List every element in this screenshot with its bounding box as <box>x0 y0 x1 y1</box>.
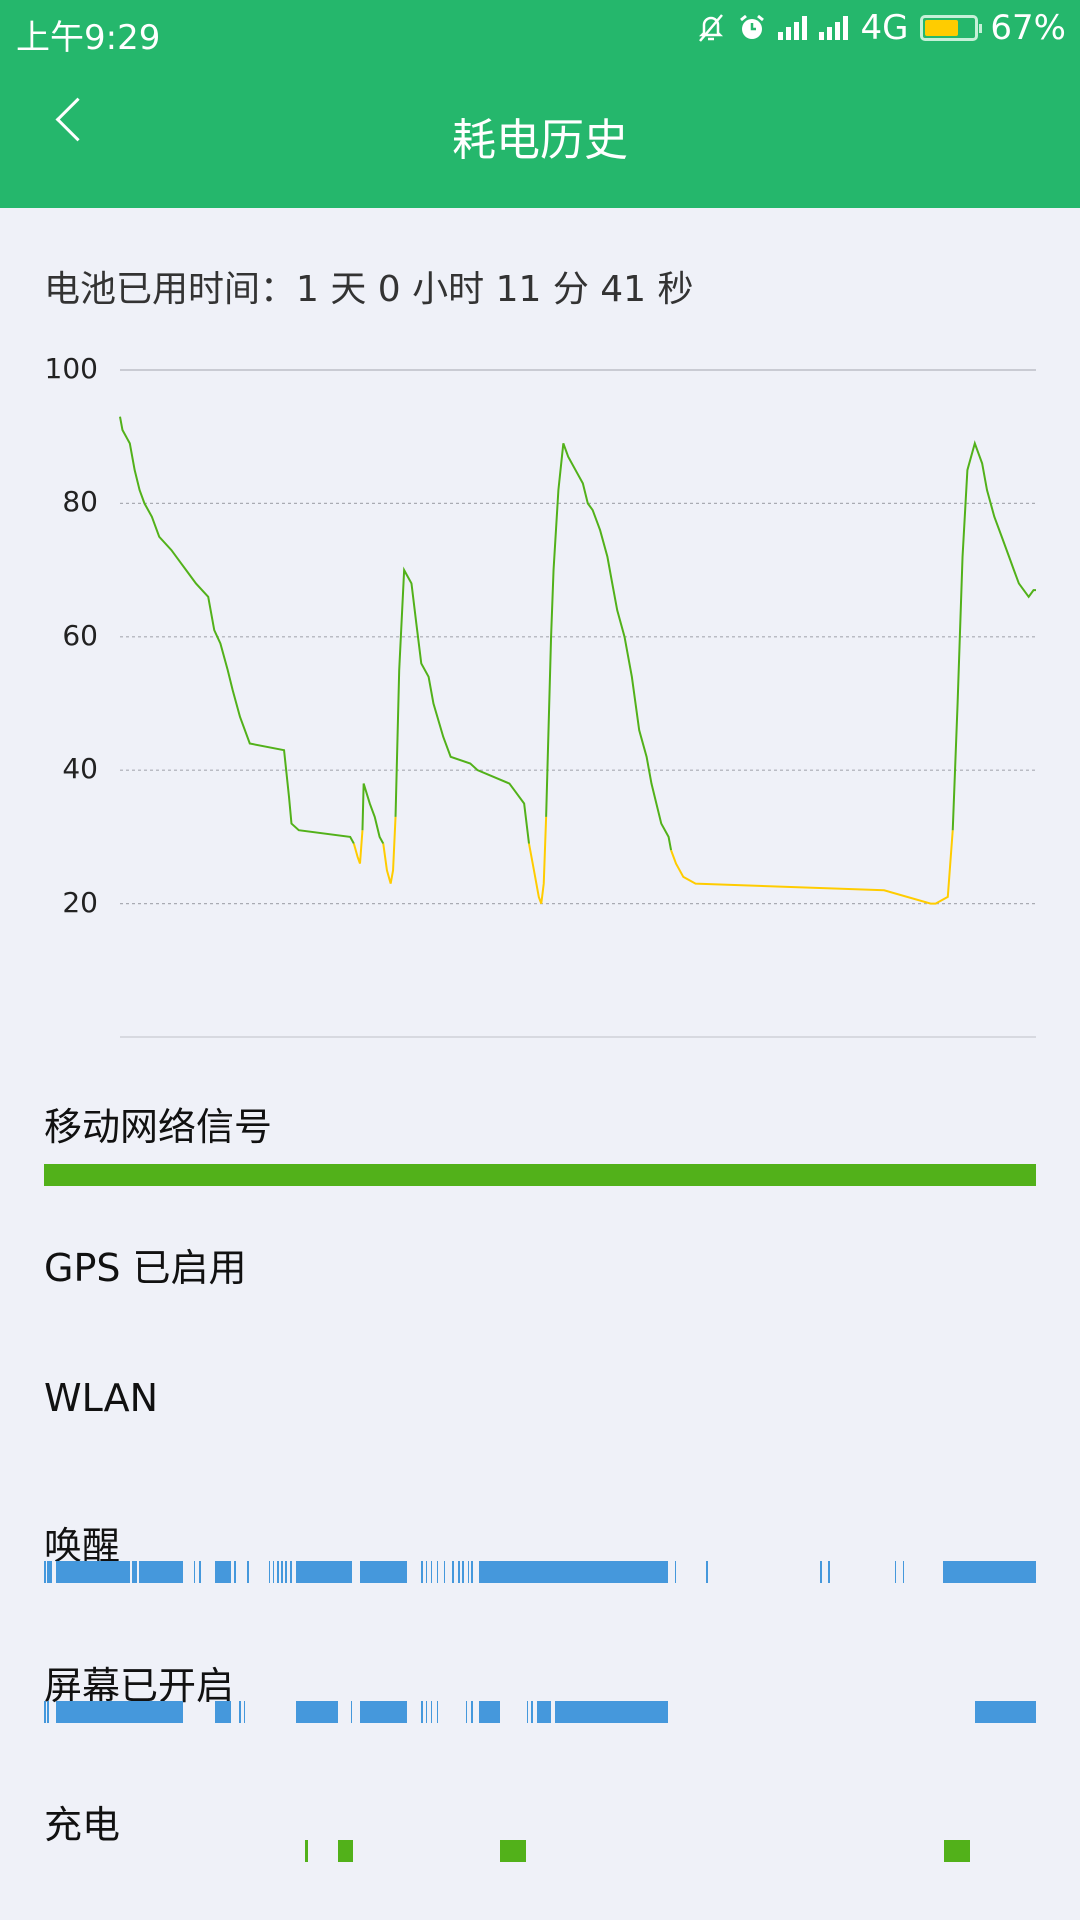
timeline-interval <box>500 1840 526 1862</box>
timeline-interval <box>281 1561 283 1583</box>
alarm-icon <box>740 14 765 39</box>
bell-off-icon <box>699 14 724 42</box>
timeline-interval <box>425 1701 428 1723</box>
timeline-label: WLAN <box>44 1376 159 1420</box>
timeline-interval <box>44 1701 46 1723</box>
battery-line-segment <box>119 416 355 845</box>
signal-icon <box>819 16 849 40</box>
status-time: 上午9:29 <box>16 18 161 58</box>
timeline-interval <box>247 1561 250 1583</box>
timeline-interval <box>944 1840 970 1862</box>
timeline-interval <box>193 1561 196 1583</box>
timeline-interval <box>295 1701 339 1723</box>
timeline-interval <box>430 1701 433 1723</box>
timeline-interval <box>674 1561 677 1583</box>
timeline-interval <box>199 1561 201 1583</box>
timeline-track <box>44 1561 1036 1583</box>
timeline-interval <box>44 1164 1036 1186</box>
timeline-interval <box>531 1701 533 1723</box>
battery-line-segment <box>951 440 1036 831</box>
timeline-track <box>44 1701 1036 1723</box>
y-tick-label: 20 <box>62 885 98 919</box>
timeline-interval <box>828 1561 830 1583</box>
timeline-interval <box>56 1561 131 1583</box>
battery-usage-time: 电池已用时间：1 天 0 小时 11 分 41 秒 <box>44 269 694 310</box>
timeline-interval <box>214 1561 231 1583</box>
timeline-interval <box>277 1561 279 1583</box>
signal-icon <box>778 16 808 40</box>
timeline-interval <box>56 1701 183 1723</box>
timeline-interval <box>436 1701 439 1723</box>
status-icons: 4G 67% <box>696 8 1066 48</box>
timeline-interval <box>285 1561 287 1583</box>
timeline-interval <box>47 1701 49 1723</box>
timeline-interval <box>452 1561 454 1583</box>
timeline-interval <box>902 1561 905 1583</box>
timeline-interval <box>443 1561 446 1583</box>
timeline-interval <box>295 1561 353 1583</box>
timeline-interval <box>536 1701 551 1723</box>
timeline-interval <box>360 1701 408 1723</box>
timeline-interval <box>350 1701 353 1723</box>
timeline-interval <box>139 1561 183 1583</box>
timeline-interval <box>471 1561 473 1583</box>
y-tick-label: 40 <box>62 752 98 786</box>
timeline-interval <box>421 1561 423 1583</box>
timeline-interval <box>467 1561 470 1583</box>
timeline-interval <box>214 1701 231 1723</box>
timeline-interval <box>436 1561 439 1583</box>
network-type: 4G <box>860 8 909 48</box>
timeline-interval <box>290 1561 292 1583</box>
timeline-interval <box>337 1840 353 1862</box>
timeline-label: 唤醒 <box>44 1524 121 1568</box>
battery-level-chart <box>119 369 1036 1038</box>
timeline-interval <box>942 1561 1036 1583</box>
timeline-interval <box>268 1561 271 1583</box>
timeline-interval <box>243 1701 246 1723</box>
timeline-interval <box>975 1701 1036 1723</box>
timeline-interval <box>425 1561 428 1583</box>
y-tick-label: 60 <box>62 618 98 652</box>
timeline-label: 屏幕已开启 <box>44 1664 235 1708</box>
timeline-interval <box>233 1561 236 1583</box>
timeline-interval <box>554 1701 668 1723</box>
y-tick-label: 100 <box>44 352 98 385</box>
battery-line-segment <box>545 443 673 851</box>
battery-line-segment <box>670 830 954 905</box>
battery-line-segment <box>382 816 397 884</box>
timeline-interval <box>471 1701 473 1723</box>
battery-icon <box>920 15 983 41</box>
battery-line-segment <box>352 830 364 864</box>
battery-line-segment <box>361 783 385 845</box>
timeline-interval <box>421 1701 423 1723</box>
timeline-interval <box>465 1701 468 1723</box>
timeline-interval <box>239 1701 241 1723</box>
app-header: 上午9:29 4G 67% 耗电历史 <box>0 0 1080 208</box>
timeline-interval <box>458 1561 460 1583</box>
timeline-interval <box>132 1561 138 1583</box>
timeline-interval <box>304 1840 309 1862</box>
timeline-interval <box>478 1701 501 1723</box>
y-tick-label: 80 <box>62 485 98 519</box>
timeline-track <box>44 1840 1036 1862</box>
timeline-interval <box>478 1561 668 1583</box>
timeline-interval <box>820 1561 822 1583</box>
timeline-interval <box>526 1701 528 1723</box>
battery-line-segment <box>528 816 548 904</box>
page-title: 耗电历史 <box>452 115 628 166</box>
battery-line-segment <box>394 566 530 844</box>
battery-percent: 67% <box>990 8 1066 48</box>
timeline-interval <box>44 1561 46 1583</box>
timeline-interval <box>47 1561 53 1583</box>
timeline-interval <box>894 1561 897 1583</box>
timeline-interval <box>360 1561 408 1583</box>
timeline-label: 充电 <box>44 1803 121 1847</box>
timeline-interval <box>706 1561 708 1583</box>
timeline-track <box>44 1164 1036 1186</box>
timeline-interval <box>430 1561 433 1583</box>
timeline-label: GPS 已启用 <box>44 1246 247 1290</box>
timeline-interval <box>272 1561 275 1583</box>
timeline-interval <box>462 1561 464 1583</box>
timeline-label: 移动网络信号 <box>44 1105 273 1149</box>
